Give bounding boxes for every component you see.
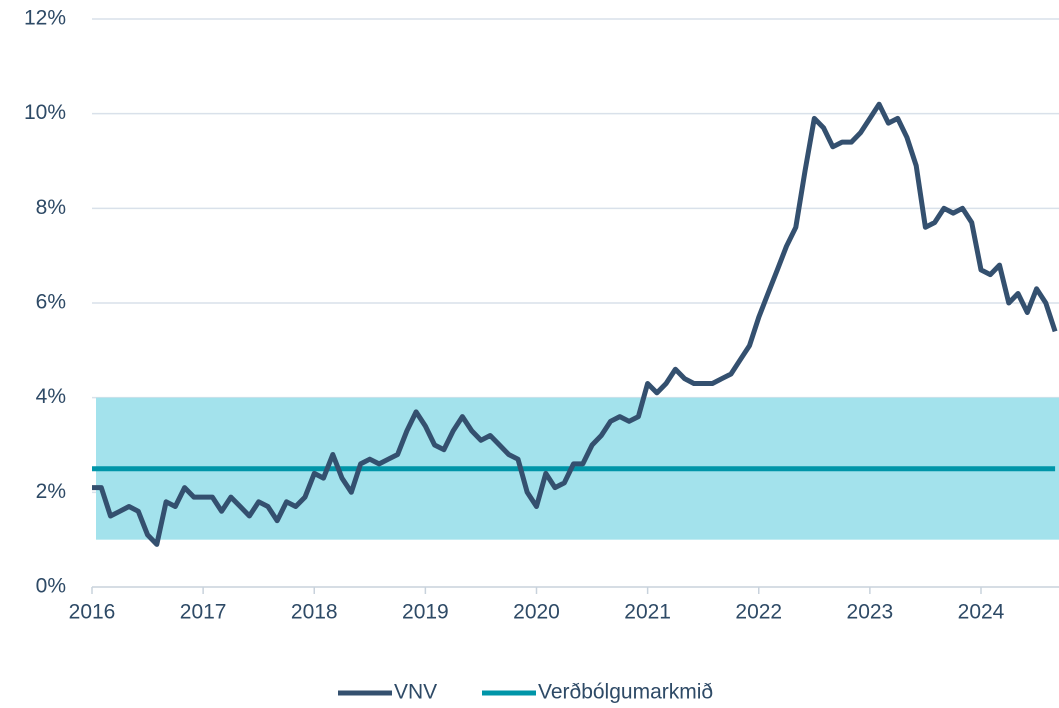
y-tick-label: 4% xyxy=(36,385,66,408)
x-tick-label: 2016 xyxy=(69,601,116,624)
x-tick-label: 2021 xyxy=(624,601,671,624)
y-tick-label: 8% xyxy=(36,196,66,219)
series-line xyxy=(92,101,1058,547)
x-tick-label: 2019 xyxy=(402,601,449,624)
x-tick-label: 2018 xyxy=(291,601,338,624)
y-tick-label: 2% xyxy=(36,480,66,503)
x-tick-label: 2023 xyxy=(847,601,894,624)
x-tick-label: 2024 xyxy=(958,601,1005,624)
legend-label: Verðbólgumarkmið xyxy=(538,681,713,704)
x-tick-label: 2017 xyxy=(180,601,227,624)
y-tick-label: 10% xyxy=(24,101,66,124)
y-tick-label: 0% xyxy=(36,575,66,598)
legend-label: VNV xyxy=(394,681,437,704)
y-tick-label: 12% xyxy=(24,7,66,30)
x-tick-label: 2020 xyxy=(513,601,560,624)
y-tick-label: 6% xyxy=(36,291,66,314)
x-tick-label: 2022 xyxy=(735,601,782,624)
